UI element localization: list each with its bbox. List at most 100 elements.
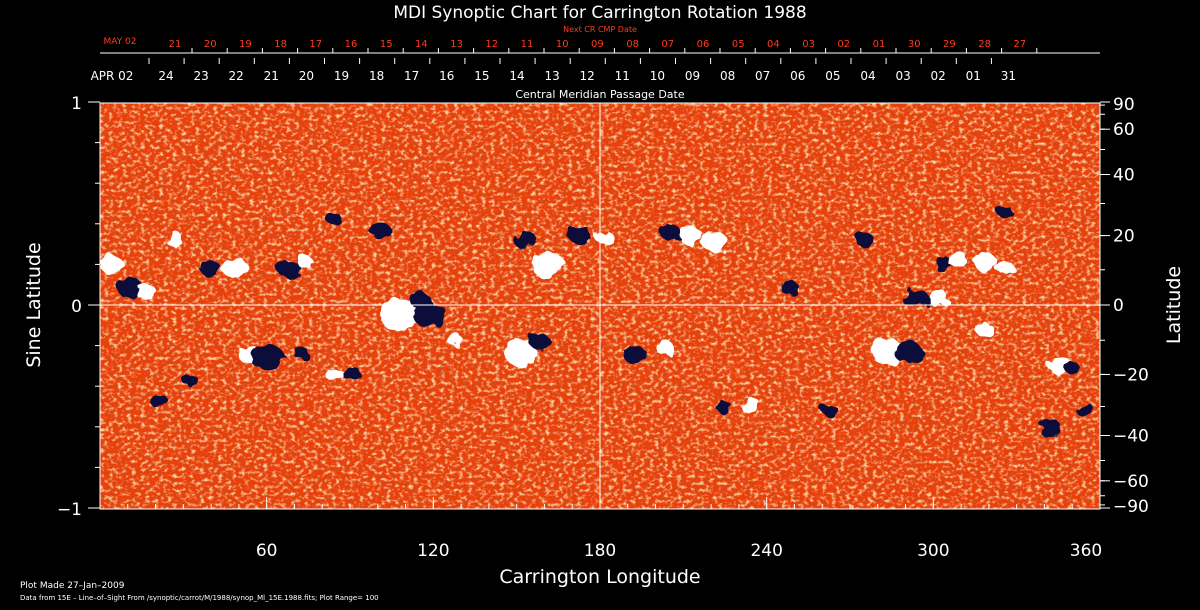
chart-title: MDI Synoptic Chart for Carrington Rotati…: [393, 3, 806, 23]
active-region-patch: [251, 345, 285, 371]
left-tick-label: 1: [71, 94, 82, 114]
left-axis-ticks: 1 0 −1: [57, 94, 100, 520]
active-region-patch: [447, 334, 463, 346]
active-region-patch: [150, 395, 170, 409]
next-cmp-date-label: 03: [802, 39, 815, 50]
footer-source: Data from 15E – Line–of–Sight From /syno…: [20, 594, 379, 602]
active-region-patch: [292, 346, 308, 358]
x-tick-label: 360: [1070, 541, 1102, 561]
next-cmp-date-label: 17: [309, 39, 322, 50]
next-cmp-date-label: 09: [591, 39, 604, 50]
cmp-date-label: 31: [1001, 69, 1016, 83]
right-tick-label: 60: [1113, 120, 1135, 140]
right-tick-label: 0: [1113, 296, 1124, 316]
active-region-patch: [529, 334, 551, 350]
cmp-date-label: 16: [439, 69, 454, 83]
next-cmp-date-label: 16: [345, 39, 358, 50]
x-tick-label: 240: [750, 541, 782, 561]
next-cmp-date-label: 06: [697, 39, 710, 50]
cmp-date-label: 06: [790, 69, 805, 83]
active-region-patch: [1064, 362, 1080, 374]
active-region-patch: [531, 252, 565, 278]
cmp-date-label: 17: [404, 69, 419, 83]
active-region-patch: [822, 404, 838, 416]
next-cmp-date-label: 19: [239, 39, 252, 50]
x-axis-title: Carrington Longitude: [499, 566, 700, 588]
active-region-patch: [503, 339, 537, 365]
active-region-patch: [655, 341, 675, 355]
active-region-patch: [975, 323, 995, 337]
next-cmp-date-label: 12: [485, 39, 498, 50]
active-region-patch: [893, 341, 923, 363]
active-region-patch: [973, 253, 997, 271]
active-region-patch: [182, 374, 198, 386]
cmp-date-label: 19: [334, 69, 349, 83]
cmp-date-label: 18: [369, 69, 384, 83]
cmp-date-label: 12: [580, 69, 595, 83]
active-region-patch: [678, 226, 702, 244]
right-tick-label: 40: [1113, 166, 1135, 186]
cmp-date-label: 20: [299, 69, 314, 83]
next-cmp-date-label: 30: [908, 39, 921, 50]
active-region-patch: [409, 292, 431, 308]
active-region-patch: [595, 231, 615, 245]
active-region-patch: [995, 261, 1015, 275]
next-cmp-date-label: 08: [626, 39, 639, 50]
right-tick-label: 20: [1113, 227, 1135, 247]
active-region-patch: [199, 260, 221, 276]
active-region-patch: [568, 226, 592, 244]
active-region-patch: [342, 367, 362, 381]
cmp-date-label: 21: [264, 69, 279, 83]
active-region-patch: [871, 339, 905, 365]
right-tick-label: −90: [1113, 497, 1149, 517]
next-cmp-date-label: 07: [661, 39, 674, 50]
next-cmp-date-label: 02: [837, 39, 850, 50]
active-region-patch: [325, 368, 345, 382]
active-regions: [100, 206, 1095, 437]
cmp-date-label: 04: [860, 69, 875, 83]
active-region-patch: [623, 346, 647, 364]
left-tick-label: −1: [57, 500, 82, 520]
cmp-date-label: 02: [931, 69, 946, 83]
next-cmp-date-label: 01: [873, 39, 886, 50]
active-region-patch: [278, 261, 302, 279]
cmp-date-label: 01: [966, 69, 981, 83]
active-region-patch: [997, 206, 1013, 218]
active-region-patch: [927, 290, 949, 306]
active-region-patch: [717, 402, 733, 414]
left-tick-label: 0: [71, 297, 82, 317]
cmp-date-label: 14: [509, 69, 524, 83]
next-cmp-date-label: 27: [1013, 39, 1026, 50]
right-axis-title: Latitude: [1163, 266, 1185, 344]
right-tick-label: −20: [1113, 365, 1149, 385]
next-cmp-start-label: MAY 02: [103, 37, 136, 47]
next-cmp-date-label: 21: [169, 39, 182, 50]
cmp-date-label: 03: [895, 69, 910, 83]
cmp-start-label: APR 02: [91, 69, 134, 83]
active-region-patch: [135, 284, 157, 300]
next-cmp-ticks: 21 20 19 18 17 16 15 14 13 12 11 10 09 08 07 06 05 04 03 02…: [169, 39, 1038, 53]
cmp-date-label: 08: [720, 69, 735, 83]
cmp-axis-title: Central Meridian Passage Date: [515, 88, 684, 101]
left-axis-title: Sine Latitude: [23, 242, 45, 367]
cmp-ticks: 24 23 22 21 20 19 18 17 16 15 14 13 12 11 10 09 08 07 06 05…: [148, 58, 1016, 83]
x-tick-label: 300: [917, 541, 949, 561]
next-cmp-date-label: 13: [450, 39, 463, 50]
next-cmp-date-label: 20: [204, 39, 217, 50]
active-region-patch: [297, 256, 313, 268]
active-region-patch: [100, 256, 124, 274]
active-region-patch: [1075, 403, 1095, 417]
active-region-patch: [1038, 419, 1062, 437]
active-region-patch: [413, 302, 447, 328]
active-region-patch: [327, 214, 343, 226]
next-cmp-date-label: 28: [978, 39, 991, 50]
cmp-date-label: 11: [615, 69, 630, 83]
x-tick-label: 120: [417, 541, 449, 561]
next-cmp-date-label: 29: [943, 39, 956, 50]
cmp-date-label: 10: [650, 69, 665, 83]
right-tick-label: −40: [1113, 426, 1149, 446]
cmp-date-label: 23: [193, 69, 208, 83]
next-cmp-date-label: 11: [521, 39, 534, 50]
next-cmp-date-label: 04: [767, 39, 780, 50]
cmp-date-label: 15: [474, 69, 489, 83]
